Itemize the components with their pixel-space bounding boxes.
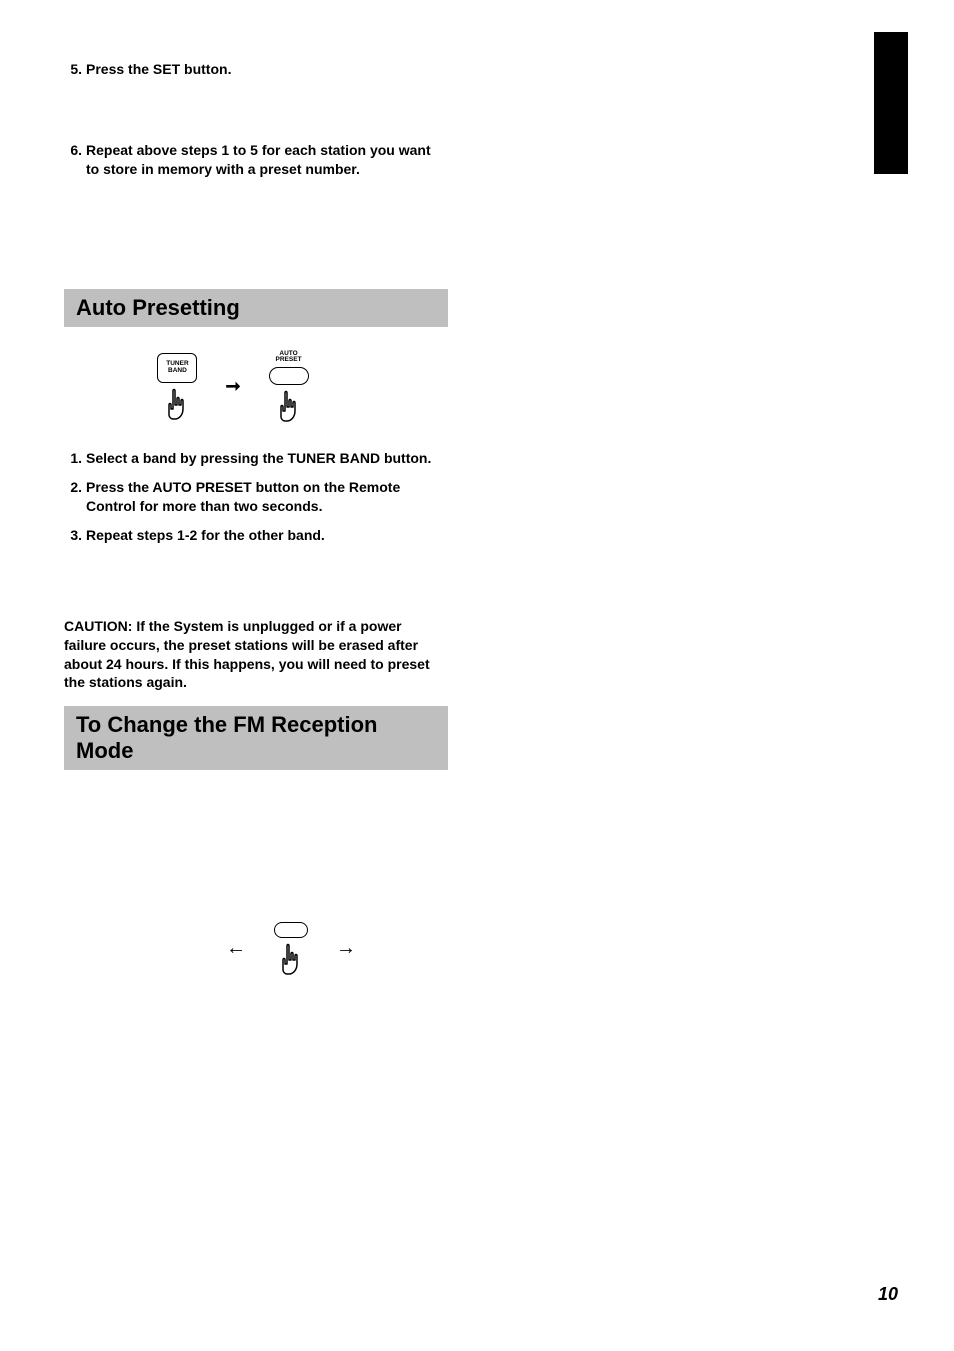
- auto-step-1: 1. Select a band by pressing the TUNER B…: [64, 449, 444, 468]
- arrow-right-icon: →: [336, 937, 356, 960]
- step-number: 3.: [64, 526, 86, 545]
- step-text: Repeat steps 1-2 for the other band.: [86, 526, 444, 545]
- spacer: [64, 95, 444, 141]
- auto-step-2: 2. Press the AUTO PRESET button on the R…: [64, 478, 444, 516]
- auto-preset-button-illus: AUTO PRESET: [269, 351, 309, 424]
- step-6: 6. Repeat above steps 1 to 5 for each st…: [64, 141, 444, 179]
- caution-text: CAUTION: If the System is unplugged or i…: [64, 617, 444, 693]
- auto-preset-button-icon: [269, 367, 309, 385]
- auto-preset-label: AUTO PRESET: [276, 351, 302, 365]
- hand-icon: [163, 387, 191, 421]
- tuner-band-button-illus: TUNER BAND: [157, 353, 197, 421]
- step-number: 6.: [64, 141, 86, 179]
- fm-mode-button-illus: [274, 920, 308, 976]
- step-number: 5.: [64, 60, 86, 79]
- step-number: 2.: [64, 478, 86, 516]
- fm-mode-illustration: ← →: [138, 920, 444, 976]
- page-number: 10: [878, 1284, 898, 1305]
- heading-auto-presetting: Auto Presetting: [64, 289, 448, 327]
- step-text: Select a band by pressing the TUNER BAND…: [86, 449, 444, 468]
- step-5: 5. Press the SET button.: [64, 60, 444, 79]
- content-column: 5. Press the SET button. 6. Repeat above…: [64, 60, 444, 976]
- step-text: Repeat above steps 1 to 5 for each stati…: [86, 141, 444, 179]
- heading-fm-mode: To Change the FM Reception Mode: [64, 706, 448, 770]
- step-text: Press the SET button.: [86, 60, 444, 79]
- section-tab: [874, 32, 908, 174]
- tuner-band-button-icon: TUNER BAND: [157, 353, 197, 383]
- manual-page: 5. Press the SET button. 6. Repeat above…: [0, 0, 954, 1351]
- tuner-band-label: TUNER BAND: [166, 361, 188, 375]
- arrow-left-icon: ←: [226, 937, 246, 960]
- spacer: [64, 561, 444, 617]
- step-text: Press the AUTO PRESET button on the Remo…: [86, 478, 444, 516]
- auto-preset-illustration: TUNER BAND ➞ AUTO PRESET: [148, 351, 318, 424]
- hand-icon: [277, 942, 305, 976]
- fm-mode-button-icon: [274, 922, 308, 938]
- spacer: [64, 195, 444, 249]
- step-number: 1.: [64, 449, 86, 468]
- arrow-right-icon: ➞: [225, 376, 240, 397]
- auto-step-3: 3. Repeat steps 1-2 for the other band.: [64, 526, 444, 545]
- hand-icon: [275, 389, 303, 423]
